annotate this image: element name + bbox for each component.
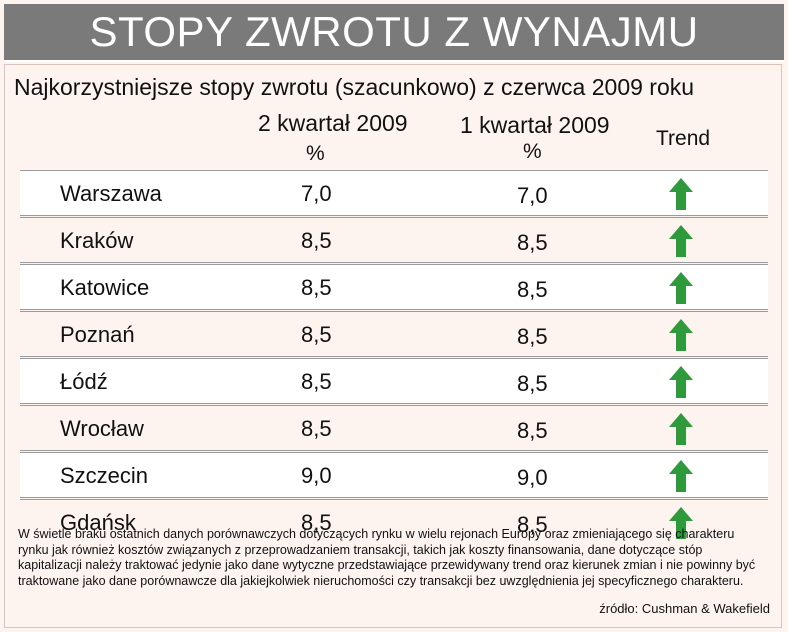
arrow-up-icon [669,319,693,351]
q2-value: 8,5 [301,275,332,300]
column-header-q2: 2 kwartał 2009 [258,110,408,136]
table-row: Łódź 8,5 8,5 [20,358,768,404]
city-name: Wrocław [60,416,144,441]
q1-value: 7,0 [517,183,548,208]
table-row: Poznań 8,5 8,5 [20,311,768,357]
q1-value: 8,5 [517,230,548,255]
q2-value: 8,5 [301,510,332,535]
yield-table: Warszawa 7,0 7,0 Kraków 8,5 8,5 Katowice… [20,170,768,545]
arrow-up-icon [669,178,693,210]
arrow-up-icon [669,460,693,492]
arrow-up-icon [669,507,693,539]
column-unit-q1: % [523,140,542,163]
q2-value: 7,0 [301,181,332,206]
content-panel [4,64,782,628]
q2-value: 8,5 [301,322,332,347]
city-name: Łódź [60,369,108,394]
table-row: Kraków 8,5 8,5 [20,217,768,263]
title-bar: STOPY ZWROTU Z WYNAJMU [4,4,784,62]
city-name: Szczecin [60,463,149,488]
q2-value: 8,5 [301,369,332,394]
q2-value: 8,5 [301,228,332,253]
table-row: Szczecin 9,0 9,0 [20,452,768,498]
table-row: Warszawa 7,0 7,0 [20,170,768,216]
subtitle: Najkorzystniejsze stopy zwrotu (szacunko… [14,74,695,100]
q2-value: 8,5 [301,416,332,441]
q1-value: 9,0 [517,465,548,490]
arrow-up-icon [669,225,693,257]
table-row: Katowice 8,5 8,5 [20,264,768,310]
q1-value: 8,5 [517,324,548,349]
q1-value: 8,5 [517,418,548,443]
column-unit-q2: % [306,142,325,165]
q2-value: 9,0 [301,463,332,488]
q1-value: 8,5 [517,512,548,537]
city-name: Poznań [60,322,135,347]
column-header-q1: 1 kwartał 2009 [460,112,610,138]
arrow-up-icon [669,366,693,398]
table-row: Wrocław 8,5 8,5 [20,405,768,451]
city-name: Warszawa [60,181,162,206]
city-name: Gdańsk [60,510,136,535]
arrow-up-icon [669,413,693,445]
column-header-trend: Trend [656,127,711,150]
page-title: STOPY ZWROTU Z WYNAJMU [89,8,699,55]
source-credit: źródło: Cushman & Wakefield [599,601,770,616]
city-name: Kraków [60,228,134,253]
q1-value: 8,5 [517,277,548,302]
disclaimer-note: W świetle braku ostatnich danych porówna… [18,527,756,588]
q1-value: 8,5 [517,371,548,396]
table-row: Gdańsk 8,5 8,5 [20,499,768,544]
arrow-up-icon [669,272,693,304]
city-name: Katowice [60,275,150,300]
